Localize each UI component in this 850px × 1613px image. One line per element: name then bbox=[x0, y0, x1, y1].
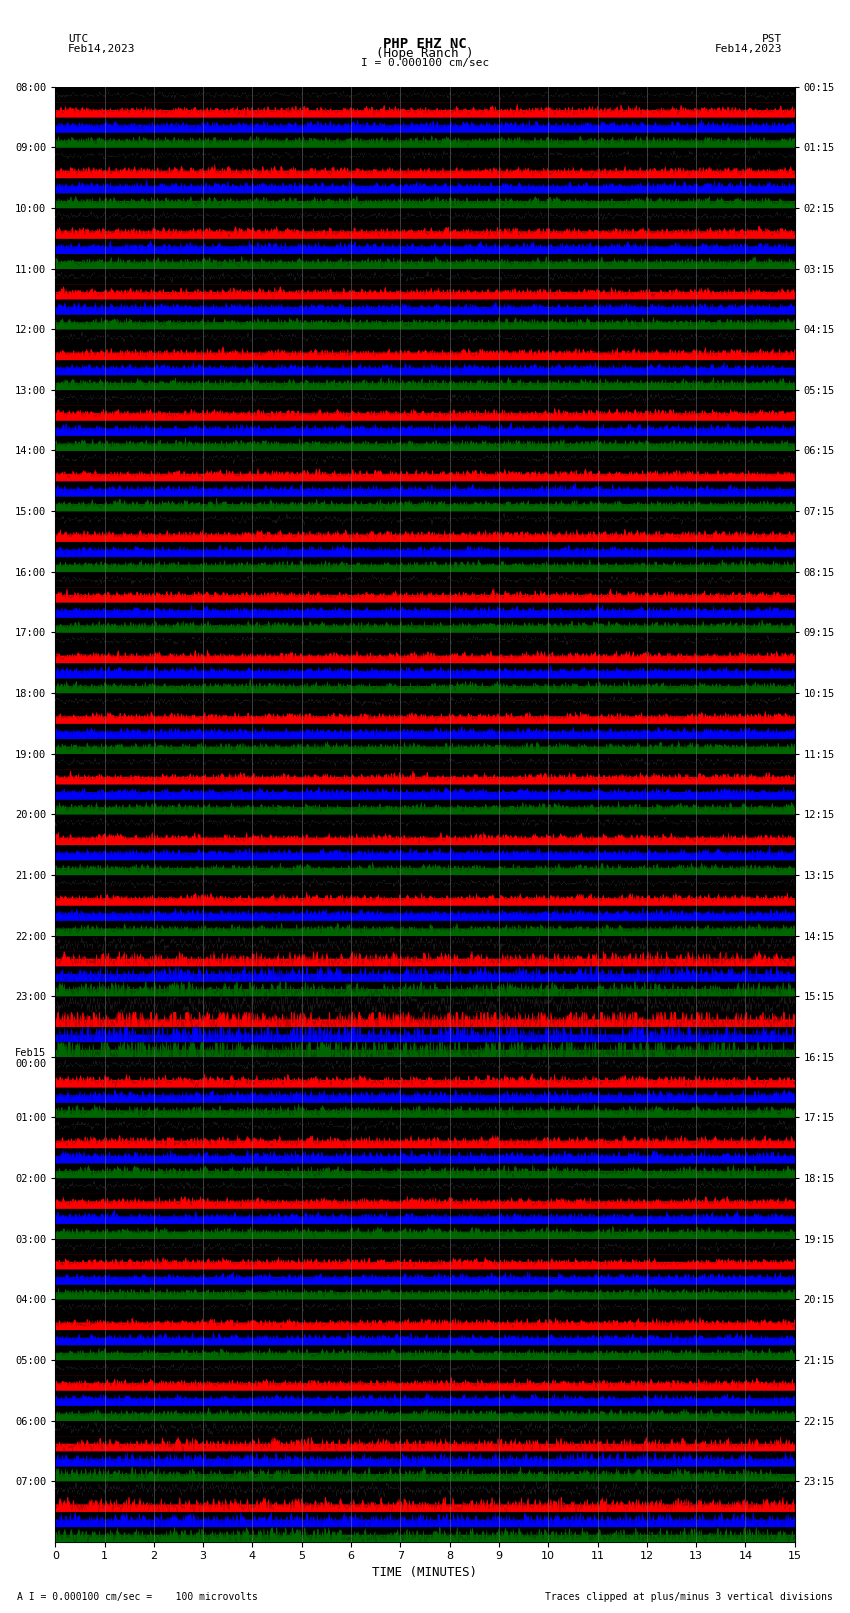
Text: (Hope Ranch ): (Hope Ranch ) bbox=[377, 47, 473, 60]
Text: Feb14,2023: Feb14,2023 bbox=[68, 44, 135, 53]
Text: I = 0.000100 cm/sec: I = 0.000100 cm/sec bbox=[361, 58, 489, 68]
Text: A I = 0.000100 cm/sec =    100 microvolts: A I = 0.000100 cm/sec = 100 microvolts bbox=[17, 1592, 258, 1602]
X-axis label: TIME (MINUTES): TIME (MINUTES) bbox=[372, 1566, 478, 1579]
Text: Feb14,2023: Feb14,2023 bbox=[715, 44, 782, 53]
Text: UTC: UTC bbox=[68, 34, 88, 44]
Text: PHP EHZ NC: PHP EHZ NC bbox=[383, 37, 467, 52]
Text: PST: PST bbox=[762, 34, 782, 44]
Text: Traces clipped at plus/minus 3 vertical divisions: Traces clipped at plus/minus 3 vertical … bbox=[545, 1592, 833, 1602]
